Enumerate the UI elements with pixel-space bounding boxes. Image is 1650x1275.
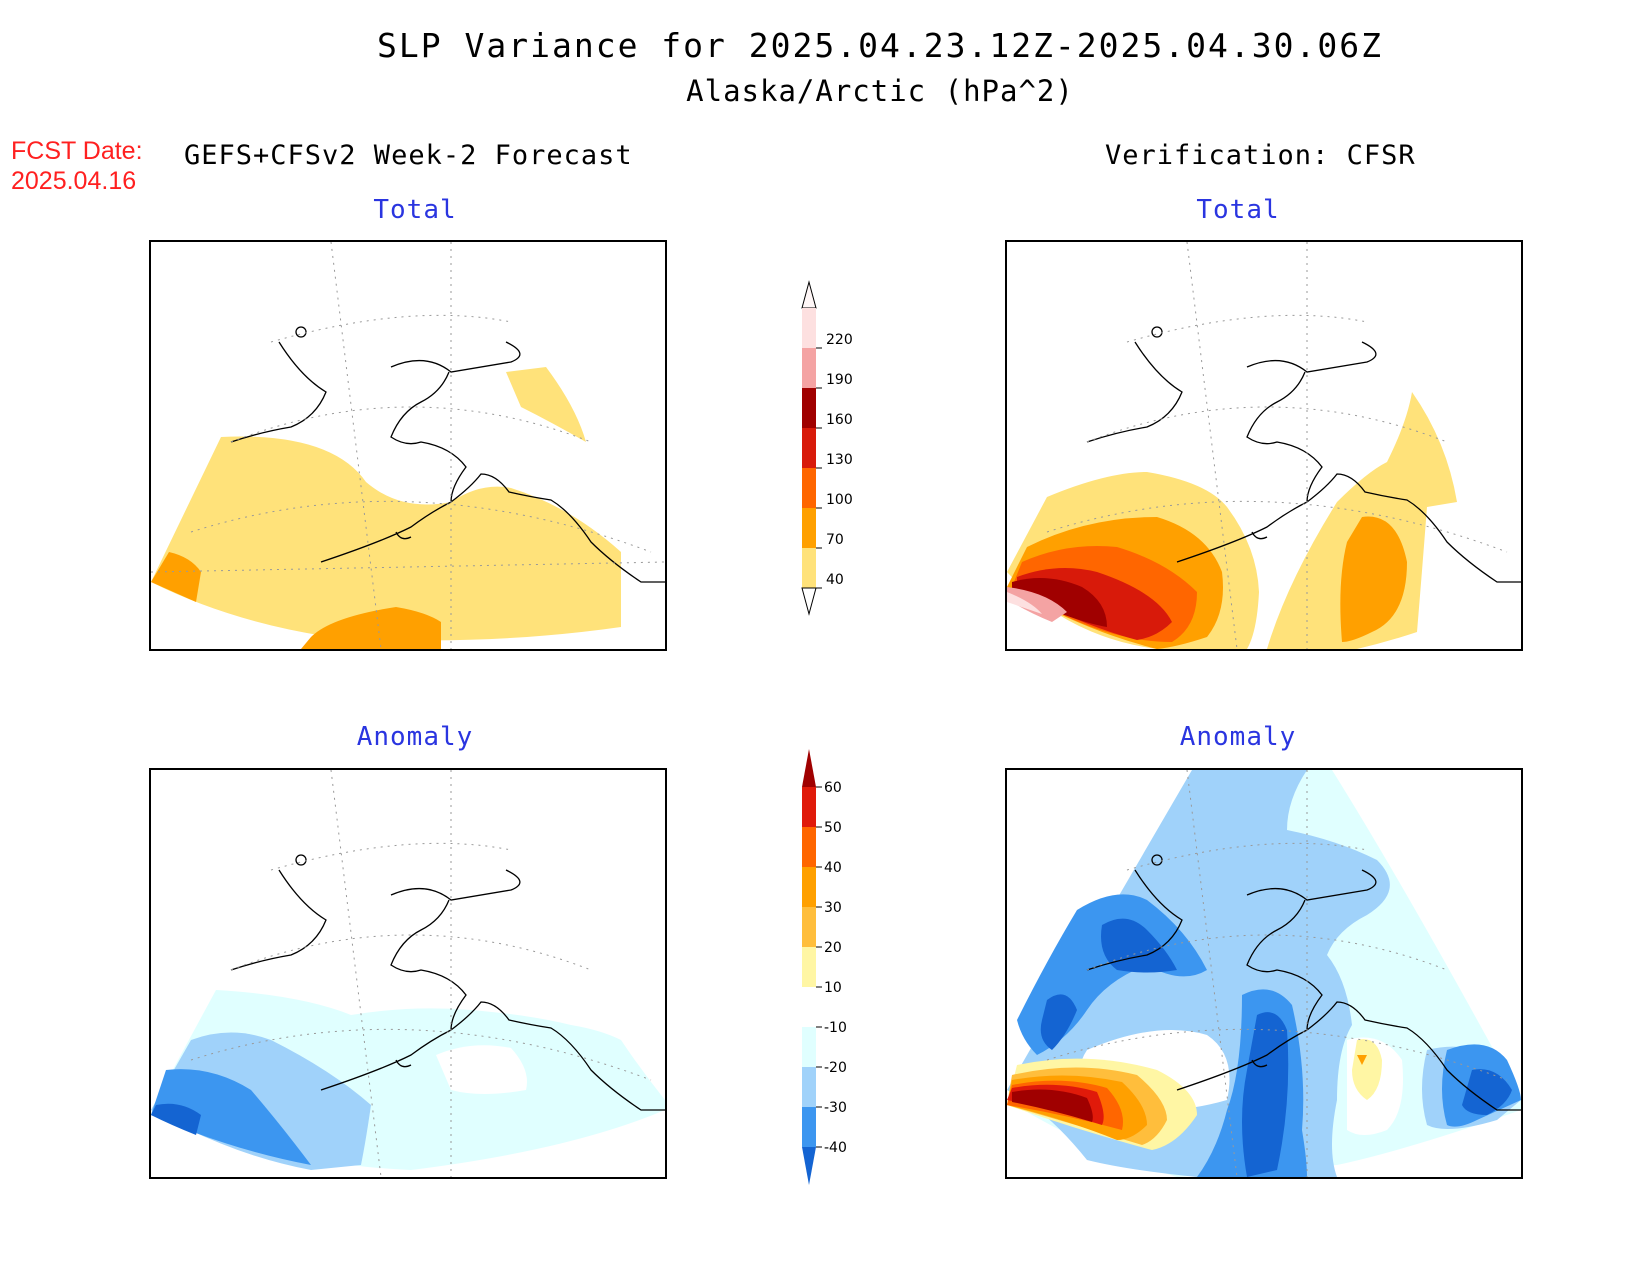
- grid-lines: [1046, 770, 1508, 1177]
- colorbar-total-cap-top: [801, 280, 817, 309]
- contour-70-100: [301, 607, 441, 649]
- contour-below-minus40: [1040, 994, 1077, 1050]
- colorbar-anomaly-label: 20: [824, 940, 842, 956]
- colorbar-anomaly-label: 10: [824, 980, 842, 996]
- contour-above-220: [1007, 592, 1042, 614]
- chart-subtitle: Alaska/Arctic (hPa^2): [686, 74, 1074, 108]
- colorbar-total-cap-bottom: [801, 587, 817, 616]
- forecast-heading: GEFS+CFSv2 Week-2 Forecast: [184, 140, 633, 171]
- contour-10-20: [1352, 1039, 1382, 1100]
- colorbar-total-swatch: [802, 428, 816, 468]
- colorbar-anomaly-label: 40: [824, 860, 842, 876]
- colorbar-anomaly-swatch: [802, 947, 816, 987]
- map-forecast-total: [149, 240, 667, 651]
- colorbar-total-label: 70: [826, 532, 844, 548]
- contour-40-70: [506, 367, 586, 442]
- shading-verification-anomaly: [1007, 770, 1521, 1177]
- contour-30-40: [1357, 1055, 1367, 1065]
- contour-160-190: [1012, 578, 1107, 627]
- colorbar-anomaly-cap-top: [802, 749, 816, 787]
- map-verification-total: [1005, 240, 1523, 651]
- shading-forecast-anomaly: [151, 990, 665, 1170]
- contour-below-minus40: [1101, 918, 1177, 973]
- colorbar-anomaly-label: -40: [824, 1140, 847, 1156]
- contour-above-minus10: [436, 1045, 527, 1094]
- colorbar-anomaly-label: -30: [824, 1100, 847, 1116]
- colorbar-total-label: 130: [826, 452, 853, 468]
- colorbar-anomaly-swatch: [802, 1107, 816, 1147]
- colorbar-anomaly-label: -20: [824, 1060, 847, 1076]
- shading-verification-total: [1007, 392, 1457, 649]
- colorbar-total-label: 190: [826, 372, 853, 388]
- colorbar-anomaly-label: 30: [824, 900, 842, 916]
- colorbar-anomaly-swatch: [802, 987, 816, 1027]
- contour-below-minus40: [151, 1103, 201, 1135]
- fcst-date-label: FCST Date:: [11, 137, 143, 165]
- colorbar-anomaly-swatch: [802, 827, 816, 867]
- contour-below-minus40: [1462, 1069, 1512, 1115]
- colorbar-total-swatch: [802, 468, 816, 508]
- colorbar-anomaly-swatch: [802, 1067, 816, 1107]
- colorbar-total-label: 100: [826, 492, 853, 508]
- panel-title-forecast-anomaly: Anomaly: [356, 722, 474, 752]
- verification-heading: Verification: CFSR: [1105, 140, 1416, 171]
- fcst-date-value: 2025.04.16: [11, 167, 137, 195]
- colorbar-total-label: 40: [826, 572, 844, 588]
- contour-minus30-minus40: [151, 1069, 311, 1165]
- contour-below-minus40: [1242, 1012, 1289, 1177]
- colorbar-anomaly-label: 50: [824, 820, 842, 836]
- colorbar-anomaly-swatch: [802, 1027, 816, 1067]
- contour-70-100: [1340, 516, 1407, 642]
- chart-title: SLP Variance for 2025.04.23.12Z-2025.04.…: [377, 26, 1383, 65]
- map-verification-anomaly: [1005, 768, 1523, 1179]
- contour-190-220: [1007, 587, 1067, 622]
- contour-70-100: [151, 552, 201, 602]
- colorbar-anomaly-label: 60: [824, 780, 842, 796]
- panel-title-forecast-total: Total: [373, 195, 457, 225]
- panel-title-verification-total: Total: [1196, 195, 1280, 225]
- colorbar-anomaly: 60 50 40 30 20 10 -10 -20 -30 -40: [802, 749, 847, 1185]
- shading-forecast-total: [151, 367, 621, 649]
- map-forecast-anomaly: [149, 768, 667, 1179]
- colorbar-total-swatch: [802, 348, 816, 388]
- colorbar-anomaly-label: -10: [824, 1020, 847, 1036]
- panel-title-verification-anomaly: Anomaly: [1179, 722, 1297, 752]
- grid-lines: [151, 242, 665, 649]
- colorbar-total-swatch: [802, 308, 816, 348]
- colorbar-total-label: 160: [826, 412, 853, 428]
- grid-lines: [190, 770, 652, 1177]
- colorbar-total: 220 190 160 130 100 70 40: [801, 280, 853, 616]
- grid-lines: [1046, 242, 1508, 649]
- colorbar-total-label: 220: [826, 332, 853, 348]
- colorbar-anomaly-cap-bottom: [802, 1147, 816, 1185]
- contour-above-60: [1012, 1089, 1093, 1122]
- fcst-date-block: FCST Date: 2025.04.16: [11, 136, 143, 196]
- colorbar-total-swatch: [802, 548, 816, 588]
- colorbar-anomaly-swatch: [802, 867, 816, 907]
- colorbar-total-swatch: [802, 388, 816, 428]
- colorbar-anomaly-swatch: [802, 907, 816, 947]
- colorbar-anomaly-swatch: [802, 787, 816, 827]
- colorbar-total-swatch: [802, 508, 816, 548]
